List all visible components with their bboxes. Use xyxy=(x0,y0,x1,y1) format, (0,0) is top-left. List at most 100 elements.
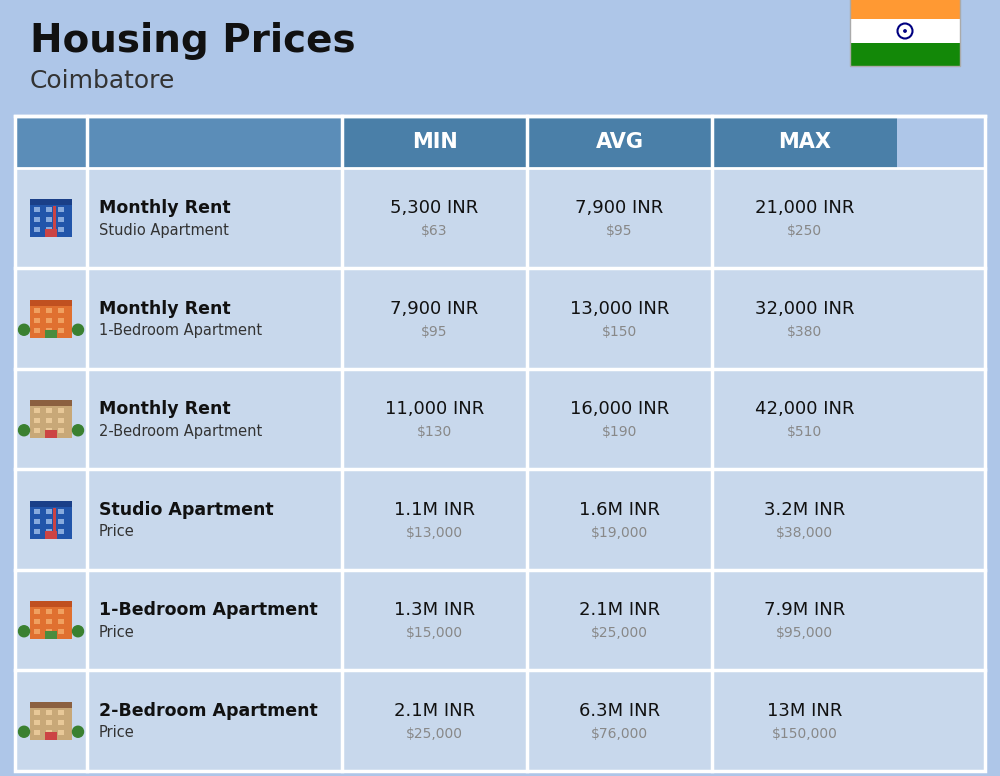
Text: 16,000 INR: 16,000 INR xyxy=(570,400,669,418)
Text: 5,300 INR: 5,300 INR xyxy=(390,199,479,217)
FancyBboxPatch shape xyxy=(45,732,57,740)
FancyBboxPatch shape xyxy=(46,408,52,414)
FancyBboxPatch shape xyxy=(58,317,64,323)
FancyBboxPatch shape xyxy=(46,308,52,313)
FancyBboxPatch shape xyxy=(850,43,960,66)
FancyBboxPatch shape xyxy=(58,629,64,634)
FancyBboxPatch shape xyxy=(15,116,342,168)
Circle shape xyxy=(72,324,84,335)
Text: 13,000 INR: 13,000 INR xyxy=(570,300,669,317)
Text: 13M INR: 13M INR xyxy=(767,702,842,720)
Text: $95: $95 xyxy=(606,224,633,238)
Text: Monthly Rent: Monthly Rent xyxy=(99,300,231,317)
FancyBboxPatch shape xyxy=(34,509,40,514)
FancyBboxPatch shape xyxy=(34,710,40,715)
FancyBboxPatch shape xyxy=(53,206,56,232)
FancyBboxPatch shape xyxy=(527,116,712,168)
Text: $19,000: $19,000 xyxy=(591,526,648,540)
Text: $13,000: $13,000 xyxy=(406,526,463,540)
FancyBboxPatch shape xyxy=(34,428,40,433)
FancyBboxPatch shape xyxy=(15,469,985,570)
Text: 7,900 INR: 7,900 INR xyxy=(390,300,479,317)
FancyBboxPatch shape xyxy=(15,670,985,771)
FancyBboxPatch shape xyxy=(58,720,64,725)
Circle shape xyxy=(72,726,84,737)
FancyBboxPatch shape xyxy=(58,308,64,313)
FancyBboxPatch shape xyxy=(34,327,40,333)
Text: 1.3M INR: 1.3M INR xyxy=(394,601,475,619)
FancyBboxPatch shape xyxy=(46,619,52,624)
Text: $380: $380 xyxy=(787,324,822,339)
Text: Price: Price xyxy=(99,726,135,740)
FancyBboxPatch shape xyxy=(30,300,72,306)
FancyBboxPatch shape xyxy=(46,629,52,634)
FancyBboxPatch shape xyxy=(30,601,72,639)
Text: $510: $510 xyxy=(787,425,822,439)
FancyBboxPatch shape xyxy=(34,308,40,313)
Circle shape xyxy=(19,726,30,737)
Text: 1-Bedroom Apartment: 1-Bedroom Apartment xyxy=(99,324,262,338)
Text: $95,000: $95,000 xyxy=(776,626,833,640)
FancyBboxPatch shape xyxy=(45,531,57,539)
FancyBboxPatch shape xyxy=(58,518,64,524)
Text: Monthly Rent: Monthly Rent xyxy=(99,400,231,418)
FancyBboxPatch shape xyxy=(58,327,64,333)
Circle shape xyxy=(19,625,30,637)
FancyBboxPatch shape xyxy=(46,509,52,514)
Text: $76,000: $76,000 xyxy=(591,727,648,741)
FancyBboxPatch shape xyxy=(46,418,52,423)
Text: 2.1M INR: 2.1M INR xyxy=(579,601,660,619)
FancyBboxPatch shape xyxy=(58,609,64,615)
FancyBboxPatch shape xyxy=(34,518,40,524)
FancyBboxPatch shape xyxy=(58,408,64,414)
FancyBboxPatch shape xyxy=(46,327,52,333)
FancyBboxPatch shape xyxy=(850,0,960,19)
Text: 2-Bedroom Apartment: 2-Bedroom Apartment xyxy=(99,424,262,438)
FancyBboxPatch shape xyxy=(46,720,52,725)
FancyBboxPatch shape xyxy=(46,428,52,433)
FancyBboxPatch shape xyxy=(58,710,64,715)
FancyBboxPatch shape xyxy=(58,217,64,222)
Text: Price: Price xyxy=(99,525,135,539)
FancyBboxPatch shape xyxy=(342,116,527,168)
FancyBboxPatch shape xyxy=(30,199,72,205)
FancyBboxPatch shape xyxy=(30,501,72,539)
FancyBboxPatch shape xyxy=(58,528,64,534)
FancyBboxPatch shape xyxy=(30,400,72,438)
FancyBboxPatch shape xyxy=(46,710,52,715)
FancyBboxPatch shape xyxy=(30,601,72,608)
FancyBboxPatch shape xyxy=(34,408,40,414)
Text: 6.3M INR: 6.3M INR xyxy=(579,702,660,720)
Text: 7,900 INR: 7,900 INR xyxy=(575,199,664,217)
FancyBboxPatch shape xyxy=(34,609,40,615)
Text: $150,000: $150,000 xyxy=(772,727,837,741)
FancyBboxPatch shape xyxy=(712,116,897,168)
FancyBboxPatch shape xyxy=(46,217,52,222)
FancyBboxPatch shape xyxy=(58,509,64,514)
Text: $190: $190 xyxy=(602,425,637,439)
Text: 3.2M INR: 3.2M INR xyxy=(764,501,845,518)
FancyBboxPatch shape xyxy=(45,330,57,338)
Circle shape xyxy=(904,29,906,32)
Text: $25,000: $25,000 xyxy=(406,727,463,741)
Text: $38,000: $38,000 xyxy=(776,526,833,540)
Circle shape xyxy=(19,424,30,436)
Circle shape xyxy=(72,625,84,637)
Circle shape xyxy=(19,324,30,335)
FancyBboxPatch shape xyxy=(53,508,56,534)
FancyBboxPatch shape xyxy=(58,619,64,624)
FancyBboxPatch shape xyxy=(34,227,40,232)
FancyBboxPatch shape xyxy=(30,501,72,507)
Text: Studio Apartment: Studio Apartment xyxy=(99,223,229,237)
FancyBboxPatch shape xyxy=(30,199,72,237)
Text: MAX: MAX xyxy=(778,132,831,152)
FancyBboxPatch shape xyxy=(46,317,52,323)
Text: 42,000 INR: 42,000 INR xyxy=(755,400,854,418)
FancyBboxPatch shape xyxy=(15,268,985,369)
FancyBboxPatch shape xyxy=(34,528,40,534)
FancyBboxPatch shape xyxy=(34,729,40,735)
FancyBboxPatch shape xyxy=(46,518,52,524)
FancyBboxPatch shape xyxy=(850,19,960,43)
FancyBboxPatch shape xyxy=(34,619,40,624)
Text: 1.1M INR: 1.1M INR xyxy=(394,501,475,518)
